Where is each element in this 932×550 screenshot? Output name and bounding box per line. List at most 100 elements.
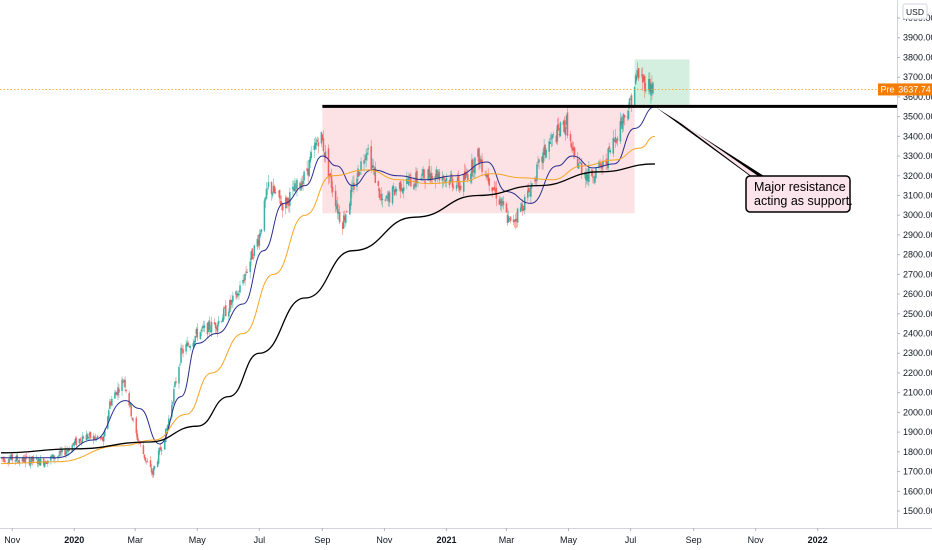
candle [445, 173, 448, 188]
candle [400, 183, 403, 192]
candle [642, 74, 645, 83]
x-tick-label: 2022 [808, 535, 828, 545]
y-tick-label: 1500.00 [903, 506, 932, 516]
candle [430, 165, 433, 183]
candle [563, 116, 566, 134]
candle [530, 180, 532, 204]
candle [124, 376, 126, 392]
annotation-box[interactable] [745, 175, 851, 213]
candle [552, 131, 555, 138]
candle [551, 134, 554, 147]
candle [158, 446, 161, 455]
candle [281, 202, 284, 218]
candle [142, 441, 145, 455]
x-tick-label: Mar [499, 535, 515, 545]
candle [314, 136, 317, 151]
candle [172, 401, 174, 406]
candle [8, 454, 10, 465]
candle [394, 186, 397, 194]
candle [398, 181, 401, 192]
candle [178, 365, 180, 389]
x-tick-label: Sep [314, 535, 330, 545]
candle [4, 458, 6, 464]
candle [299, 181, 301, 192]
candle [358, 170, 360, 177]
candle [428, 158, 430, 180]
candle [541, 155, 543, 170]
candle [243, 273, 245, 284]
candle [600, 162, 602, 172]
moving-average-line-0 [1, 106, 656, 459]
candle [410, 171, 412, 187]
candle [338, 205, 341, 225]
candle [594, 172, 596, 185]
candle [249, 258, 251, 279]
candle [163, 440, 166, 451]
candle [61, 446, 63, 456]
candle [519, 202, 522, 213]
candle [534, 176, 536, 185]
candle [82, 434, 85, 439]
candle [64, 445, 66, 458]
candle [165, 426, 168, 431]
candle [7, 458, 9, 467]
candle [3, 455, 5, 463]
x-tick-label: Nov [4, 535, 21, 545]
candle [217, 315, 220, 327]
candle [523, 194, 526, 215]
candle [25, 452, 28, 460]
y-tick-label: 3900.00 [903, 33, 932, 43]
candle [408, 172, 410, 187]
candle [365, 148, 367, 168]
time-axis[interactable]: Nov 2020 Mar May Jul Sep Nov 2021 Mar May Jul Sep No… [4, 528, 828, 545]
candle [272, 178, 275, 194]
candle [274, 188, 277, 195]
candle [309, 150, 311, 169]
candle [506, 208, 509, 226]
candle [323, 152, 326, 163]
candle [135, 416, 138, 437]
candle [181, 345, 183, 355]
candle [512, 214, 515, 226]
candle [480, 156, 482, 164]
candle [416, 168, 418, 185]
candle [608, 142, 610, 153]
reference-lines-layer [0, 89, 897, 108]
candle [494, 182, 497, 195]
candle [555, 129, 558, 145]
candle [209, 325, 212, 333]
candle [116, 391, 118, 397]
price-axis[interactable]: 1500.00 1600.00 1700.00 1800.00 1900.00 2000.… [897, 13, 932, 516]
candle [152, 465, 155, 478]
candle [388, 190, 391, 207]
candle [562, 119, 565, 133]
candle [129, 403, 131, 408]
candle [537, 156, 539, 167]
candle [350, 185, 352, 210]
candle [387, 190, 390, 207]
candle [637, 67, 640, 82]
y-tick-label: 3600.00 [903, 92, 932, 102]
candle [459, 182, 462, 192]
candle [146, 458, 149, 463]
candle [307, 168, 309, 183]
candle [252, 254, 255, 261]
y-tick-label: 1700.00 [903, 467, 932, 477]
candle [515, 212, 518, 229]
candle [253, 244, 256, 258]
y-tick-label: 3800.00 [903, 52, 932, 62]
candle [463, 163, 466, 181]
candle [72, 443, 75, 447]
candle [277, 190, 280, 197]
candle [295, 180, 297, 193]
candle [278, 189, 281, 204]
candle [556, 118, 559, 146]
candle [558, 128, 561, 138]
candle [570, 141, 573, 152]
candle [401, 187, 404, 195]
candle [363, 153, 365, 172]
candle [265, 182, 268, 200]
price-value: 3637.74 [898, 84, 931, 94]
